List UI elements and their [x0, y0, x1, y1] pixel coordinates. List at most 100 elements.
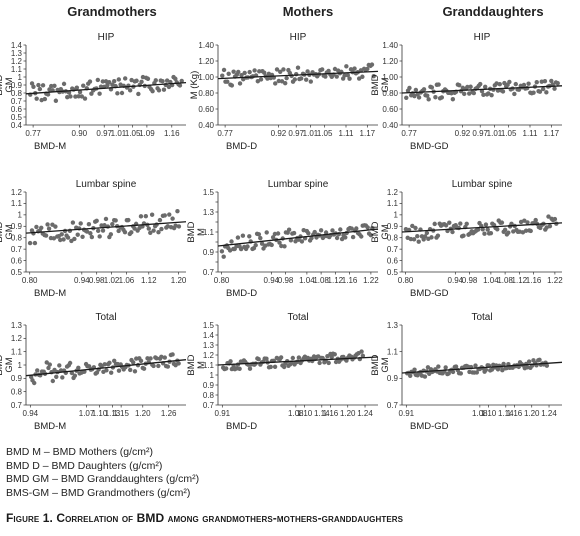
- x-tick-label: 1.12: [328, 276, 344, 285]
- data-point: [326, 68, 331, 74]
- data-point: [281, 67, 286, 72]
- y-tick-label: 1.00: [382, 73, 398, 82]
- data-point: [458, 221, 463, 226]
- x-tick-label: 0.80: [214, 276, 230, 285]
- x-tick-label: 1.16: [526, 276, 542, 285]
- data-point: [116, 368, 122, 373]
- y-tick-label: 1: [210, 371, 215, 380]
- data-point: [308, 79, 313, 84]
- data-point: [507, 79, 512, 85]
- y-axis-label: BMD: [370, 74, 381, 95]
- data-point: [115, 91, 120, 96]
- data-point: [141, 366, 147, 371]
- x-tick-label: 1.05: [317, 129, 333, 138]
- data-point: [526, 81, 531, 86]
- data-point: [264, 230, 269, 235]
- data-point: [443, 223, 449, 228]
- data-point: [127, 88, 133, 93]
- data-point: [464, 221, 469, 226]
- data-point: [102, 223, 107, 228]
- data-point: [50, 378, 56, 384]
- trend-line: [401, 222, 563, 233]
- data-point: [165, 364, 171, 369]
- data-point: [478, 81, 483, 87]
- data-point: [458, 371, 464, 376]
- x-tick-label: 1.15: [113, 409, 129, 418]
- y-tick-label: 1.1: [11, 347, 23, 356]
- data-point: [360, 74, 365, 79]
- x-tick-label: 1.20: [171, 276, 187, 285]
- trend-line: [25, 221, 187, 234]
- data-point: [57, 363, 62, 368]
- x-tick-label: 1.20: [135, 409, 151, 418]
- data-point: [70, 220, 76, 225]
- data-point: [131, 360, 136, 365]
- data-point: [365, 225, 370, 230]
- y-tick-label: 1.3: [387, 321, 399, 330]
- figure-caption: Figure 1. Correlation of BMD among grand…: [6, 511, 404, 525]
- data-point: [422, 374, 428, 379]
- trend-line: [217, 228, 379, 247]
- x-tick-label: 1.08: [472, 409, 488, 418]
- data-point: [95, 228, 101, 234]
- x-tick-label: 1.16: [507, 409, 523, 418]
- data-point: [86, 222, 92, 227]
- data-point: [139, 79, 144, 85]
- y-axis-label: M: [196, 228, 207, 236]
- data-point: [173, 223, 178, 228]
- data-point: [151, 363, 156, 369]
- x-tick-label: 1.01: [487, 129, 503, 138]
- data-point: [408, 236, 414, 242]
- data-point: [175, 209, 180, 214]
- data-point: [75, 232, 80, 237]
- data-point: [323, 230, 329, 235]
- data-point: [274, 67, 280, 72]
- data-point: [319, 67, 325, 72]
- data-point: [132, 369, 138, 374]
- y-axis-label: GM: [380, 357, 391, 372]
- data-point: [360, 353, 366, 358]
- data-point: [219, 249, 225, 254]
- x-tick-label: 0.98: [278, 276, 294, 285]
- y-tick-label: 1.3: [11, 321, 23, 330]
- y-tick-label: 1.00: [198, 73, 214, 82]
- data-point: [480, 227, 485, 232]
- data-point: [270, 235, 276, 240]
- data-point: [104, 368, 109, 373]
- footnote-bms-gm: BMS-GM – BMD Grandmothers (g/cm²): [6, 486, 191, 499]
- data-point: [72, 373, 78, 378]
- data-point: [238, 246, 244, 252]
- scatter-panel-2-0: Total 0.7 0.8 0.9 1 1.1 1.2 1.3 0.94 1.071.101.13…: [0, 312, 187, 432]
- data-point: [242, 70, 247, 76]
- x-axis-label: BMD-GD: [410, 288, 449, 299]
- x-tick-label: 0.77: [217, 129, 233, 138]
- data-point: [177, 83, 183, 88]
- data-point: [46, 365, 51, 371]
- data-point: [549, 78, 554, 84]
- y-tick-label: 1.5: [203, 321, 215, 330]
- data-point: [421, 87, 427, 92]
- data-point: [413, 225, 418, 231]
- data-point: [450, 369, 456, 375]
- panel-title: Total: [471, 312, 492, 323]
- data-point: [359, 234, 364, 239]
- data-point: [59, 232, 64, 237]
- data-point: [221, 254, 226, 259]
- data-point: [330, 228, 335, 233]
- data-point: [88, 231, 93, 236]
- x-axis-label: BMD-D: [226, 421, 257, 432]
- data-point: [332, 352, 337, 357]
- x-tick-label: 1.05: [125, 129, 141, 138]
- data-point: [36, 82, 41, 88]
- y-tick-label: 1.4: [11, 41, 23, 50]
- trend-line: [217, 356, 379, 366]
- data-point: [256, 232, 262, 237]
- x-tick-label: 0.97: [96, 129, 112, 138]
- y-tick-label: 1.1: [387, 347, 399, 356]
- data-point: [528, 228, 533, 234]
- data-point: [457, 82, 462, 88]
- data-point: [534, 80, 539, 85]
- data-point: [279, 79, 285, 84]
- panel-title: HIP: [98, 32, 115, 43]
